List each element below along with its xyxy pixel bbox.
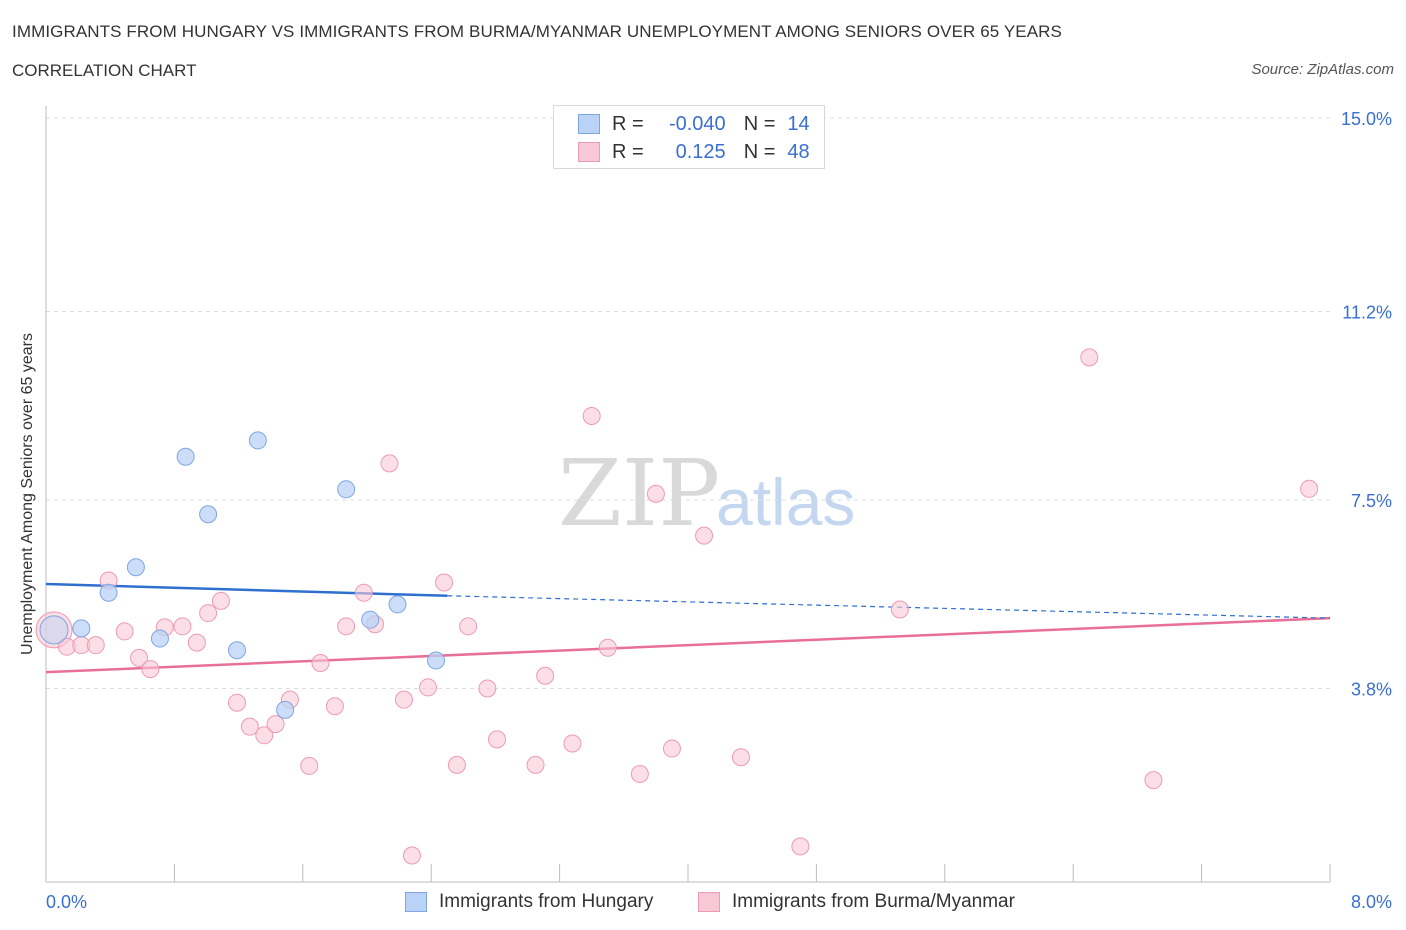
data-point-burma [86, 636, 105, 655]
y-axis-label: Unemployment Among Seniors over 65 years [19, 333, 36, 655]
legend-swatch-hungary [578, 114, 600, 134]
data-point-hungary [199, 505, 218, 524]
data-point-burma [394, 690, 413, 709]
data-point-burma [311, 653, 330, 672]
tick-labels: 3.8% 7.5% 11.2% 15.0% 0.0% 8.0% [46, 109, 1392, 912]
data-point-burma [459, 617, 478, 636]
data-point-hungary [99, 583, 118, 602]
legend-n-label: N = [743, 140, 776, 163]
y-tick-label: 15.0% [1341, 109, 1392, 129]
data-point-burma [563, 734, 582, 753]
data-points [35, 348, 1319, 865]
bottom-legend-hungary: Immigrants from Hungary [405, 890, 653, 914]
data-point-burma [435, 573, 454, 592]
data-point-hungary [39, 615, 69, 645]
data-point-burma [598, 638, 617, 657]
data-point-burma [130, 648, 149, 667]
trend-line-hungary-extrapolated [447, 595, 1331, 619]
data-point-burma [1144, 771, 1163, 790]
legend-r-label: R = [612, 140, 644, 163]
legend-r-label: R = [612, 112, 644, 135]
bottom-legend-label-burma: Immigrants from Burma/Myanmar [732, 891, 1015, 912]
data-point-burma [199, 604, 218, 623]
x-tick-label: 0.0% [46, 892, 87, 912]
data-point-burma [731, 748, 750, 767]
gridlines [46, 117, 1330, 689]
data-point-burma [354, 583, 373, 602]
data-point-hungary [248, 431, 267, 450]
data-point-burma [536, 666, 555, 685]
data-point-hungary [427, 651, 446, 670]
legend-r-value-burma: 0.125 [675, 140, 726, 163]
data-point-burma [240, 717, 259, 736]
data-point-hungary [150, 629, 169, 648]
data-point-burma [1300, 479, 1319, 498]
y-tick-label: 3.8% [1351, 679, 1392, 699]
legend-row-hungary: R = -0.040 N = 14 [578, 112, 810, 136]
watermark: ZIP atlas [558, 440, 855, 547]
data-point-burma [478, 679, 497, 698]
data-point-burma [266, 715, 285, 734]
watermark-zip: ZIP [558, 440, 720, 547]
bottom-legend-burma: Immigrants from Burma/Myanmar [698, 890, 1015, 914]
y-tick-label: 11.2% [1342, 303, 1392, 323]
data-point-burma [662, 739, 681, 758]
legend-row-burma: R = 0.125 N = 48 [578, 140, 810, 164]
legend-r-value-hungary: -0.040 [668, 112, 726, 135]
correlation-legend: R = -0.040 N = 14 R = 0.125 N = 48 [553, 105, 825, 169]
legend-swatch-burma [578, 142, 600, 162]
data-point-burma [418, 678, 437, 697]
chart-subtitle: CORRELATION CHART [12, 61, 197, 80]
data-point-burma [630, 765, 649, 784]
data-point-burma [300, 756, 319, 775]
data-point-burma [173, 617, 192, 636]
legend-n-value-hungary: 14 [787, 112, 810, 135]
bottom-legend-swatch-hungary [405, 892, 427, 912]
trend-line-burma [45, 616, 1331, 674]
data-point-burma [402, 846, 421, 865]
data-point-burma [582, 406, 601, 425]
data-point-burma [337, 617, 356, 636]
data-point-burma [187, 633, 206, 652]
data-point-burma [115, 622, 134, 641]
data-point-burma [255, 726, 274, 745]
legend-n-value-burma: 48 [787, 140, 810, 163]
x-tick-label: 8.0% [1351, 892, 1392, 912]
data-point-burma [488, 730, 507, 749]
data-point-burma [325, 697, 344, 716]
data-point-burma [1080, 348, 1099, 367]
data-point-hungary [276, 700, 295, 719]
data-point-burma [646, 484, 665, 503]
data-point-burma [695, 526, 714, 545]
data-point-burma [227, 693, 246, 712]
legend-n-label: N = [743, 112, 776, 135]
bottom-legend-swatch-burma [698, 892, 720, 912]
data-point-hungary [176, 447, 195, 466]
data-point-burma [141, 660, 160, 679]
data-point-burma [447, 755, 466, 774]
y-tick-label: 7.5% [1351, 491, 1392, 511]
bottom-legend-label-hungary: Immigrants from Hungary [439, 891, 654, 912]
data-point-burma [791, 837, 810, 856]
data-point-hungary [227, 641, 246, 660]
data-point-hungary [126, 558, 145, 577]
data-point-hungary [361, 610, 380, 629]
data-point-hungary [72, 619, 91, 638]
data-point-hungary [388, 595, 407, 614]
watermark-atlas: atlas [716, 465, 855, 539]
data-point-burma [211, 591, 230, 610]
data-point-burma [380, 454, 399, 473]
axes [45, 106, 1331, 883]
chart-source: Source: ZipAtlas.com [1251, 61, 1394, 78]
data-point-hungary [337, 480, 356, 499]
chart-title: IMMIGRANTS FROM HUNGARY VS IMMIGRANTS FR… [12, 22, 1062, 41]
data-point-burma [526, 755, 545, 774]
data-point-burma [890, 600, 909, 619]
